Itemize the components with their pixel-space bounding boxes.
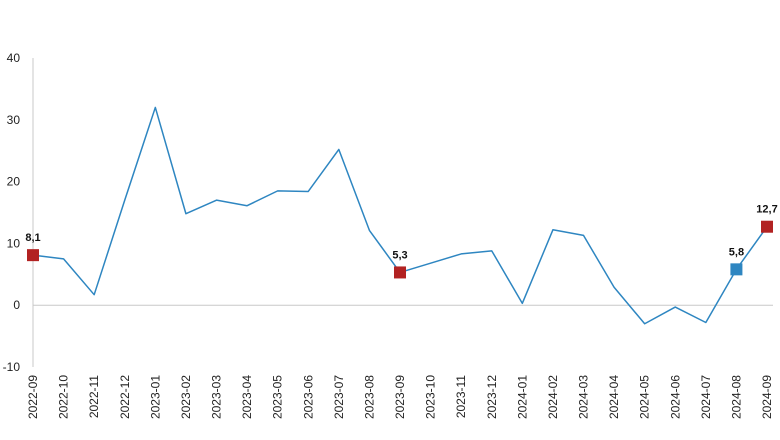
x-tick-label: 2024-04 bbox=[607, 375, 621, 419]
highlight-marker bbox=[761, 220, 773, 233]
y-tick-label: 0 bbox=[13, 298, 20, 312]
x-tick-label: 2022-12 bbox=[118, 375, 132, 419]
x-tick-label: 2024-06 bbox=[668, 375, 682, 419]
x-tick-label: 2024-01 bbox=[515, 375, 529, 419]
data-label: 12,7 bbox=[756, 204, 777, 216]
x-tick-label: 2024-09 bbox=[760, 375, 774, 419]
highlight-marker bbox=[27, 249, 39, 262]
x-tick-label: 2022-09 bbox=[26, 375, 40, 419]
x-axis: 2022-09 2022-10 2022-11 2022-12 2023-01 2023-… bbox=[26, 304, 774, 419]
x-tick-label: 2024-07 bbox=[699, 375, 713, 419]
x-tick-label: 2023-01 bbox=[148, 375, 162, 419]
series-line bbox=[32, 106, 768, 325]
x-tick-label: 2024-02 bbox=[546, 375, 560, 419]
x-tick-label: 2023-10 bbox=[424, 375, 438, 419]
highlight-markers: 8,1 5,3 5,8 12,7 bbox=[25, 204, 778, 279]
data-label: 8,1 bbox=[25, 232, 40, 244]
x-tick-label: 2024-05 bbox=[638, 375, 652, 419]
x-tick-label: 2023-02 bbox=[179, 375, 193, 419]
x-tick-label: 2023-05 bbox=[271, 375, 285, 419]
x-tick-label: 2023-03 bbox=[210, 375, 224, 419]
x-tick-label: 2023-06 bbox=[301, 375, 315, 419]
y-tick-label: -10 bbox=[3, 360, 21, 374]
x-tick-label: 2023-08 bbox=[362, 375, 376, 419]
x-tick-label: 2023-09 bbox=[393, 375, 407, 419]
y-tick-label: 40 bbox=[7, 51, 21, 65]
y-tick-label: 30 bbox=[7, 113, 21, 127]
highlight-marker bbox=[394, 266, 406, 279]
y-tick-label: 20 bbox=[7, 175, 21, 189]
highlight-marker bbox=[730, 263, 743, 276]
x-tick-label: 2023-12 bbox=[485, 375, 499, 419]
series-line-group bbox=[32, 106, 768, 325]
x-tick-label: 2024-03 bbox=[577, 375, 591, 419]
y-tick-label: 10 bbox=[7, 236, 21, 250]
x-tick-label: 2022-11 bbox=[87, 375, 101, 418]
x-tick-label: 2023-04 bbox=[240, 375, 254, 419]
x-tick-label: 2023-07 bbox=[332, 375, 346, 419]
x-tick-label: 2024-08 bbox=[729, 375, 743, 419]
data-label: 5,8 bbox=[729, 246, 744, 258]
x-tick-label: 2023-11 bbox=[454, 375, 468, 418]
y-axis: -10 0 10 20 30 40 bbox=[3, 51, 34, 374]
x-tick-label: 2022-10 bbox=[57, 375, 71, 419]
data-label: 5,3 bbox=[392, 249, 407, 261]
